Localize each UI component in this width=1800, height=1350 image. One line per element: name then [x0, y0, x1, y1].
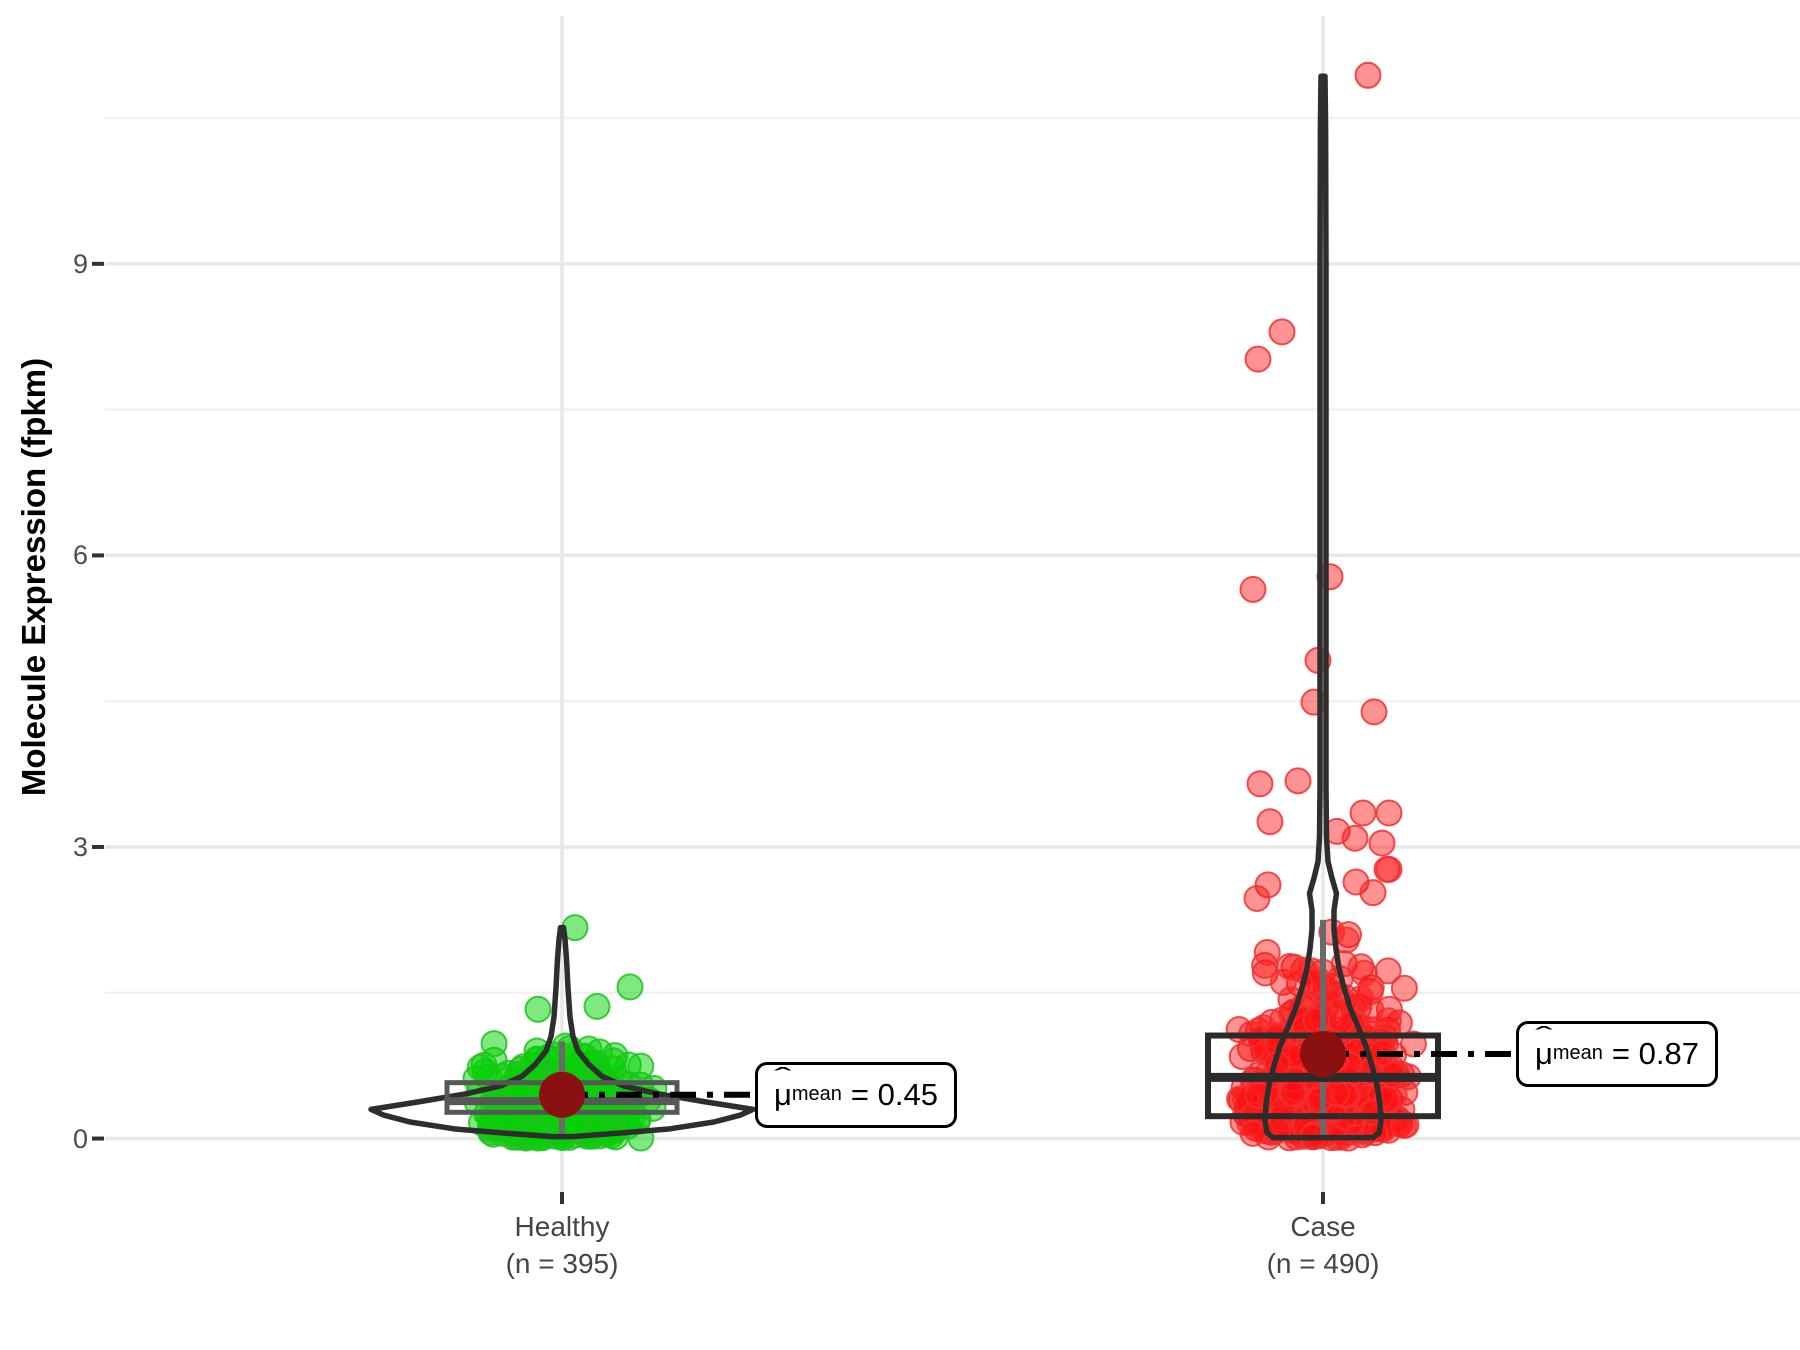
jitter-point-case	[1253, 938, 1281, 966]
mean-value: = 0.87	[1611, 1035, 1699, 1071]
mean-annotation-case: ˆ μ mean = 0.87	[1516, 1020, 1718, 1087]
jitter-point-case	[1350, 959, 1378, 987]
mean-dot-case	[1300, 1030, 1346, 1077]
category-count: (n = 395)	[505, 1248, 619, 1279]
mu-symbol: μ	[774, 1076, 792, 1112]
mean-subscript: mean	[1552, 1042, 1603, 1065]
jitter-point-case	[1341, 824, 1369, 852]
hat-accent: ˆ	[774, 1063, 792, 1091]
violin-outline	[1262, 73, 1384, 1141]
jitter-point-case	[1246, 770, 1274, 798]
jitter-point-case	[1254, 871, 1282, 899]
violin-outline	[368, 924, 756, 1140]
jitter-point-healthy	[616, 973, 644, 1001]
mean-annotation-healthy: ˆ μ mean = 0.45	[755, 1061, 957, 1128]
jitter-point-case	[1276, 952, 1304, 980]
x-category-label-case: Case (n = 490)	[1163, 1208, 1483, 1282]
jitter-point-case	[1357, 974, 1385, 1002]
jitter-point-case	[1359, 879, 1387, 907]
jitter-point-case	[1284, 767, 1312, 795]
mean-subscript: mean	[791, 1083, 842, 1106]
y-tick-label-0: 0	[72, 1123, 88, 1154]
mu-symbol: μ	[1535, 1035, 1553, 1071]
jitter-point-healthy	[524, 995, 552, 1023]
jitter-point-case	[1243, 884, 1271, 912]
jitter-point-case	[1269, 968, 1297, 996]
jitter-point-case	[1360, 698, 1388, 726]
jitter-point-case	[1279, 1079, 1307, 1107]
jitter-point-case	[1375, 799, 1403, 827]
jitter-point-case	[1390, 974, 1418, 1002]
jitter-point-case	[1374, 957, 1402, 985]
jitter-point-case	[1239, 575, 1267, 603]
jitter-point-case	[1256, 808, 1284, 836]
jitter-point-case	[1322, 1079, 1350, 1107]
category-name: Case	[1290, 1211, 1356, 1242]
mean-value: = 0.45	[850, 1076, 938, 1112]
y-tick-label-6: 6	[72, 540, 88, 571]
category-name: Healthy	[514, 1211, 610, 1242]
jitter-point-case	[1228, 1043, 1256, 1071]
jitter-point-case	[1390, 1111, 1418, 1139]
jitter-point-case	[1354, 61, 1382, 89]
jitter-point-case	[1239, 1119, 1267, 1147]
jitter-point-case	[1349, 799, 1377, 827]
y-tick-label-9: 9	[72, 248, 88, 279]
jitter-point-case	[1375, 855, 1403, 883]
jitter-point-case	[1268, 318, 1296, 346]
mean-dot-healthy	[539, 1071, 585, 1118]
hat-accent: ˆ	[1535, 1023, 1553, 1051]
category-count: (n = 490)	[1266, 1248, 1380, 1279]
jitter-point-healthy	[583, 992, 611, 1020]
y-tick-label-3: 3	[72, 831, 88, 862]
jitter-point-healthy	[480, 1030, 508, 1058]
jitter-point-case	[1368, 829, 1396, 857]
x-category-label-healthy: Healthy (n = 395)	[402, 1208, 722, 1282]
jitter-point-case	[1244, 345, 1272, 373]
